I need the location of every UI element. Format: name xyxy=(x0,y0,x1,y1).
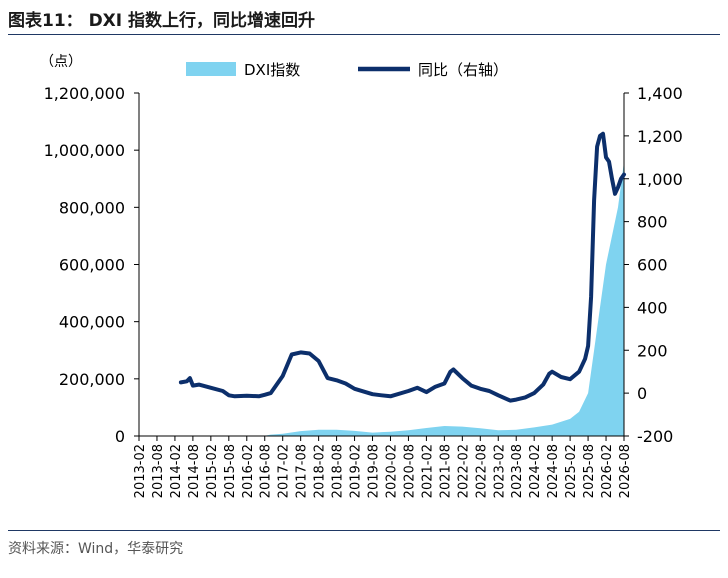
x-tick-label: 2020-08 xyxy=(402,444,417,498)
x-tick-label: 2021-08 xyxy=(438,444,453,498)
x-tick-label: 2019-08 xyxy=(367,444,382,498)
right-tick-label: -200 xyxy=(637,427,673,446)
axes xyxy=(134,92,629,441)
x-tick-label: 2025-02 xyxy=(564,444,579,498)
x-tick-label: 2024-08 xyxy=(546,444,561,498)
right-tick-label: 1,200 xyxy=(637,127,683,146)
line-yoy-growth xyxy=(178,131,626,403)
x-tick-label: 2015-08 xyxy=(223,444,238,498)
legend-area-swatch xyxy=(186,62,236,76)
title-divider xyxy=(8,34,720,35)
x-tick-label: 2014-02 xyxy=(169,444,184,498)
left-tick-label: 200,000 xyxy=(59,370,125,389)
x-tick-label: 2020-02 xyxy=(385,444,400,498)
source-divider xyxy=(8,530,720,531)
x-tick-label: 2016-02 xyxy=(241,444,256,498)
left-tick-label: 800,000 xyxy=(59,198,125,217)
left-tick-label: 400,000 xyxy=(59,313,125,332)
x-tick-label: 2026-08 xyxy=(618,444,633,498)
x-tick-label: 2025-08 xyxy=(582,444,597,498)
source-note: 资料来源：Wind，华泰研究 xyxy=(8,541,184,557)
x-tick-label: 2017-02 xyxy=(277,444,292,498)
right-tick-label: 1,000 xyxy=(637,170,683,189)
right-tick-label: 0 xyxy=(637,384,647,403)
tick-labels: 0 200,000 400,000 600,000 800,000 1,000,000 1,… xyxy=(44,84,683,498)
left-tick-label: 1,200,000 xyxy=(44,84,125,103)
right-tick-label: 1,400 xyxy=(637,84,683,103)
legend-area-label: DXI指数 xyxy=(244,61,300,79)
x-tick-label: 2018-08 xyxy=(331,444,346,498)
x-tick-label: 2022-02 xyxy=(456,444,471,498)
left-tick-label: 1,000,000 xyxy=(44,141,125,160)
left-tick-label: 0 xyxy=(115,427,125,446)
x-tick-label: 2023-08 xyxy=(510,444,525,498)
x-tick-label: 2021-02 xyxy=(420,444,435,498)
x-tick-label: 2013-08 xyxy=(151,444,166,498)
dxi-chart: （点） DXI指数 同比（右轴） 0 200,000 400,000 600,000 8… xyxy=(40,54,683,498)
x-tick-label: 2022-08 xyxy=(474,444,489,498)
x-tick-label: 2015-02 xyxy=(205,444,220,498)
legend-line-label: 同比（右轴） xyxy=(418,61,508,79)
x-tick-label: 2017-08 xyxy=(295,444,310,498)
right-tick-label: 400 xyxy=(637,298,668,317)
x-tick-label: 2016-08 xyxy=(259,444,274,498)
right-tick-label: 600 xyxy=(637,256,668,275)
right-tick-label: 200 xyxy=(637,341,668,360)
x-tick-label: 2026-02 xyxy=(600,444,615,498)
legend: DXI指数 同比（右轴） xyxy=(186,61,508,79)
x-tick-label: 2023-02 xyxy=(492,444,507,498)
left-tick-label: 600,000 xyxy=(59,256,125,275)
x-tick-label: 2014-08 xyxy=(187,444,202,498)
left-axis-unit: （点） xyxy=(40,54,82,70)
line-series-layer xyxy=(178,131,626,403)
x-tick-label: 2024-02 xyxy=(528,444,543,498)
x-tick-label: 2013-02 xyxy=(133,444,148,498)
figure-title: 图表11： DXI 指数上行，同比增速回升 xyxy=(8,11,316,31)
x-tick-label: 2019-02 xyxy=(349,444,364,498)
x-tick-label: 2018-02 xyxy=(313,444,328,498)
right-tick-label: 800 xyxy=(637,213,668,232)
